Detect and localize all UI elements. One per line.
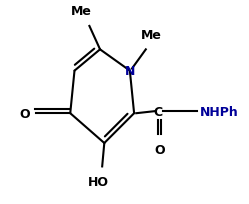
Text: O: O xyxy=(19,107,30,120)
Text: HO: HO xyxy=(87,175,108,188)
Text: N: N xyxy=(125,65,135,78)
Text: C: C xyxy=(153,105,162,118)
Text: NHPh: NHPh xyxy=(200,105,239,118)
Text: Me: Me xyxy=(70,5,91,18)
Text: Me: Me xyxy=(141,29,162,42)
Text: O: O xyxy=(154,143,165,156)
